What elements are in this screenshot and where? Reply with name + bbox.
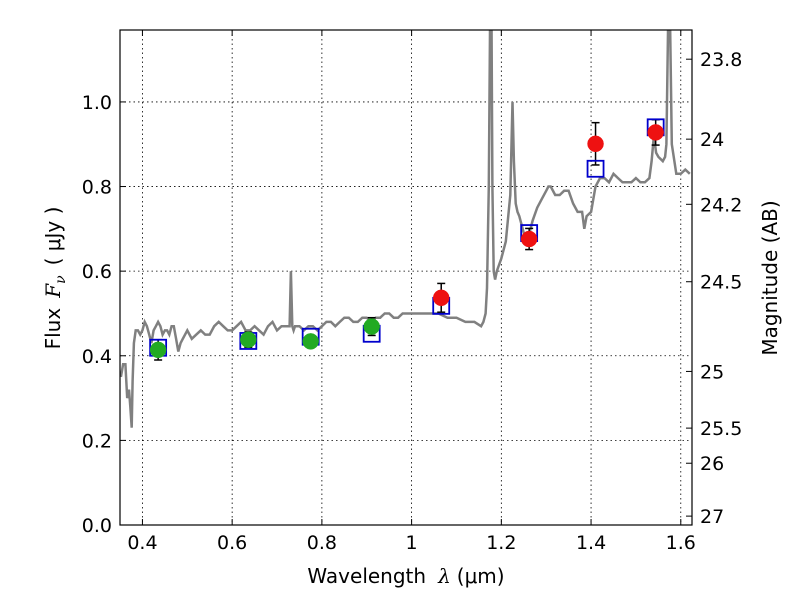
- right-tick-label-3: 25: [700, 361, 724, 383]
- right-tick-label-6: 24: [700, 129, 724, 151]
- y-tick-label-3: 0.6: [82, 261, 112, 283]
- observed-point-4: [432, 289, 450, 307]
- y-axis-ticks: 0.0 0.2 0.4 0.6 0.8 1.0: [82, 92, 126, 537]
- x-axis-label-symbol: λ: [437, 564, 451, 588]
- spectrum-line: [120, 30, 691, 428]
- x-tick-label-4: 1.2: [486, 532, 516, 554]
- plot-frame: [119, 29, 693, 526]
- y-axis-label-subscript: ν: [53, 275, 69, 284]
- observed-point-3: [363, 318, 380, 335]
- right-axis-label: Magnitude (AB): [758, 200, 782, 355]
- right-axis-ticks: 27 26 25.5 25 24.5 24.2 24 23.8: [686, 49, 742, 528]
- right-tick-label-5: 24.2: [700, 194, 742, 216]
- x-tick-label-3: 1: [406, 532, 418, 554]
- y-axis-label-prefix: Flux: [41, 308, 65, 350]
- y-tick-label-4: 0.8: [82, 177, 112, 199]
- x-tick-label-6: 1.6: [666, 532, 696, 554]
- x-tick-label-5: 1.4: [576, 532, 606, 554]
- y-tick-label-5: 1.0: [82, 92, 112, 114]
- right-tick-label-2: 25.5: [700, 418, 742, 440]
- right-tick-label-1: 26: [700, 453, 724, 475]
- y-axis-label-unit: ( μJy ): [41, 207, 65, 266]
- right-tick-label-7: 23.8: [700, 49, 742, 71]
- grid-lines: [120, 30, 692, 525]
- x-axis-label-prefix: Wavelength: [307, 564, 426, 588]
- observed-point-1: [240, 331, 257, 348]
- x-tick-label-0: 0.4: [127, 532, 157, 554]
- observed-point-0: [149, 341, 167, 359]
- observed-point-7: [647, 124, 664, 141]
- observed-point-6: [587, 135, 604, 153]
- y-axis-label-symbol: F: [41, 283, 65, 299]
- observed-points: [149, 124, 664, 359]
- x-axis-label: Wavelength λ (μm): [307, 564, 504, 588]
- y-axis-label: Flux Fν ( μJy ): [41, 207, 69, 350]
- y-tick-label-0: 0.0: [82, 515, 112, 537]
- x-tick-label-1: 0.6: [217, 532, 247, 554]
- right-tick-label-0: 27: [700, 506, 724, 528]
- model-marker-6: [586, 159, 605, 178]
- observed-point-2: [302, 333, 319, 350]
- x-tick-label-2: 0.8: [307, 532, 337, 554]
- y-tick-label-2: 0.4: [82, 346, 112, 368]
- right-tick-label-4: 24.5: [700, 272, 742, 294]
- x-axis-label-unit: (μm): [457, 564, 505, 588]
- x-axis-ticks: 0.4 0.6 0.8 1 1.2 1.4 1.6: [127, 30, 696, 554]
- y-tick-label-1: 0.2: [82, 430, 112, 452]
- observed-point-5: [520, 230, 538, 248]
